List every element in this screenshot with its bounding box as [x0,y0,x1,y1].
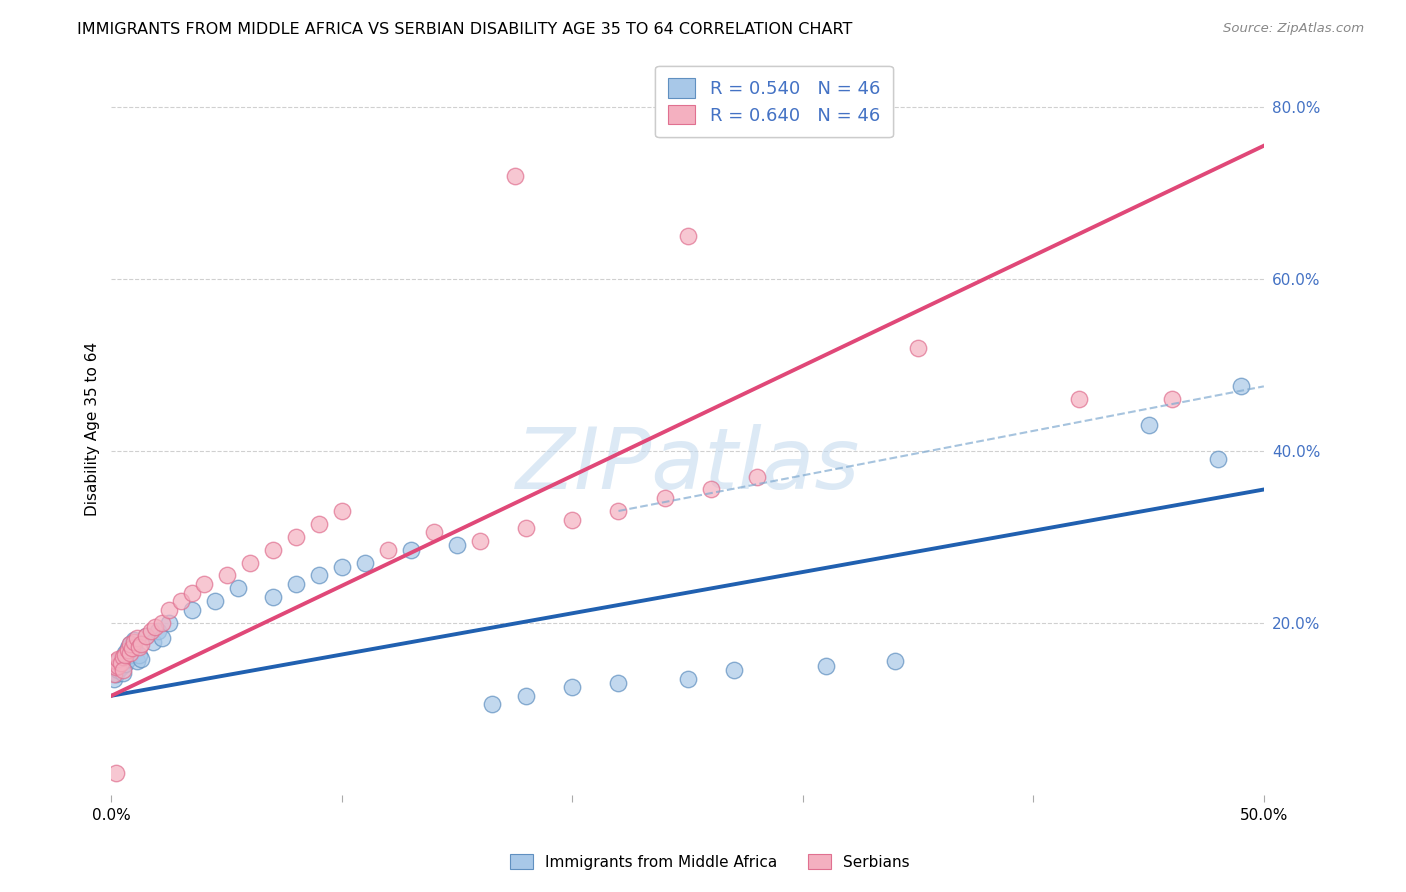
Point [515,689,537,703]
Point [607,504,630,518]
Point [142,634,165,648]
Point [654,491,676,505]
Point [128,648,150,663]
Point [308,516,330,531]
Point [105,660,128,674]
Point [131,652,153,666]
Point [121,641,143,656]
Point [135,629,157,643]
Point [107,654,129,668]
Point [105,667,128,681]
Point [114,657,136,671]
Point [110,656,132,670]
Point [111,650,134,665]
Point [124,640,146,654]
Point [262,542,284,557]
Point [105,654,128,668]
Point [143,620,166,634]
Point [169,594,191,608]
Point [423,525,446,540]
Point [204,594,226,608]
Point [125,631,148,645]
Point [481,698,503,712]
Point [745,469,768,483]
Point [181,585,204,599]
Point [330,559,353,574]
Point [607,676,630,690]
Point [117,641,139,656]
Point [117,652,139,666]
Point [118,637,141,651]
Point [1160,392,1182,407]
Text: IMMIGRANTS FROM MIDDLE AFRICA VS SERBIAN DISABILITY AGE 35 TO 64 CORRELATION CHA: IMMIGRANTS FROM MIDDLE AFRICA VS SERBIAN… [77,22,852,37]
Point [215,568,238,582]
Point [699,483,721,497]
Point [103,672,125,686]
Point [354,556,377,570]
Point [105,766,128,780]
Point [124,634,146,648]
Point [114,646,136,660]
Legend: Immigrants from Middle Africa, Serbians: Immigrants from Middle Africa, Serbians [502,846,918,877]
Point [1206,452,1229,467]
Point [111,650,134,665]
Point [117,643,139,657]
Point [157,615,180,630]
Point [561,680,583,694]
Point [107,658,129,673]
Point [239,556,262,570]
Point [1069,392,1091,407]
Point [105,658,128,673]
Point [139,624,162,639]
Point [135,629,157,643]
Legend: R = 0.540   N = 46, R = 0.640   N = 46: R = 0.540 N = 46, R = 0.640 N = 46 [655,66,893,137]
Point [446,538,468,552]
Point [193,577,215,591]
Point [103,667,125,681]
Point [110,660,132,674]
Point [723,663,745,677]
Point [561,512,583,526]
Point [157,603,180,617]
Text: ZIPatlas: ZIPatlas [516,425,859,508]
Point [330,504,353,518]
Point [128,640,150,654]
Point [107,663,129,677]
Y-axis label: Disability Age 35 to 64: Disability Age 35 to 64 [86,343,100,516]
Point [399,542,422,557]
Point [884,654,907,668]
Point [146,624,169,639]
Point [118,646,141,660]
Point [503,169,526,183]
Point [515,521,537,535]
Point [118,637,141,651]
Point [907,341,929,355]
Point [226,582,249,596]
Point [111,663,134,677]
Point [814,658,837,673]
Point [262,590,284,604]
Point [121,643,143,657]
Point [124,632,146,647]
Point [676,672,699,686]
Point [377,542,399,557]
Point [1137,417,1160,432]
Point [284,577,307,591]
Point [118,648,141,662]
Text: Source: ZipAtlas.com: Source: ZipAtlas.com [1223,22,1364,36]
Point [181,603,204,617]
Point [114,648,136,663]
Point [470,534,492,549]
Point [150,631,173,645]
Point [308,568,330,582]
Point [150,615,173,630]
Point [125,654,148,668]
Point [107,652,129,666]
Point [131,637,153,651]
Point [676,229,699,244]
Point [1230,379,1253,393]
Point [111,665,134,680]
Point [284,530,307,544]
